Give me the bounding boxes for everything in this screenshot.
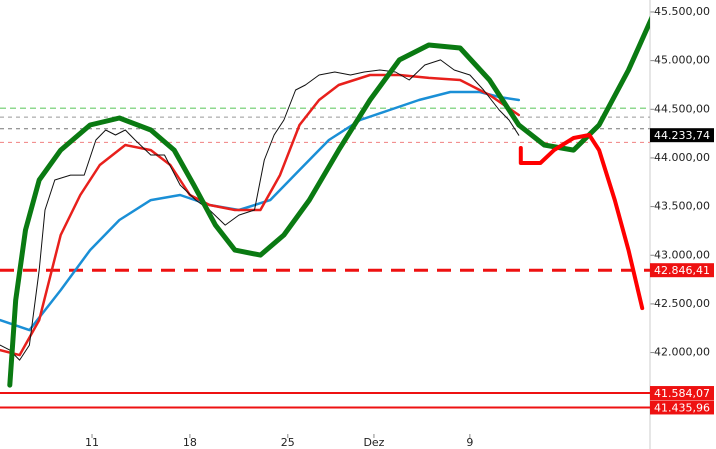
x-tick-label: 11 xyxy=(85,436,99,449)
x-tick-label: Dez xyxy=(363,436,384,449)
level-label: 41.584,07 xyxy=(654,387,710,400)
level-tag xyxy=(650,400,714,415)
grid xyxy=(91,0,654,449)
x-tick-label: 9 xyxy=(466,436,473,449)
series-line xyxy=(518,133,645,311)
y-tick-label: 43.500,00 xyxy=(654,200,710,213)
level-tag xyxy=(650,128,714,143)
y-tick-label: 42.500,00 xyxy=(654,297,710,310)
series-line xyxy=(0,73,521,357)
series-line xyxy=(0,59,520,361)
series-line xyxy=(7,15,650,388)
level-tag xyxy=(650,263,714,278)
y-tick-label: 42.000,00 xyxy=(654,346,710,359)
level-label: 44.233,74 xyxy=(654,129,710,142)
y-tick-label: 43.000,00 xyxy=(654,248,710,261)
plot-area xyxy=(0,15,650,409)
series-line xyxy=(0,90,521,332)
y-tick-label: 45.500,00 xyxy=(654,5,710,18)
level-label: 42.846,41 xyxy=(654,264,710,277)
axis-labels: 45.500,00 45.000,00 44.500,00 44.000,00 43.5… xyxy=(85,5,714,449)
level-tag xyxy=(650,386,714,401)
y-tick-label: 45.000,00 xyxy=(654,54,710,67)
y-tick-label: 44.500,00 xyxy=(654,102,710,115)
level-label: 41.435,96 xyxy=(654,401,710,414)
x-tick-label: 18 xyxy=(183,436,197,449)
y-tick-label: 44.000,00 xyxy=(654,151,710,164)
x-tick-label: 25 xyxy=(281,436,295,449)
